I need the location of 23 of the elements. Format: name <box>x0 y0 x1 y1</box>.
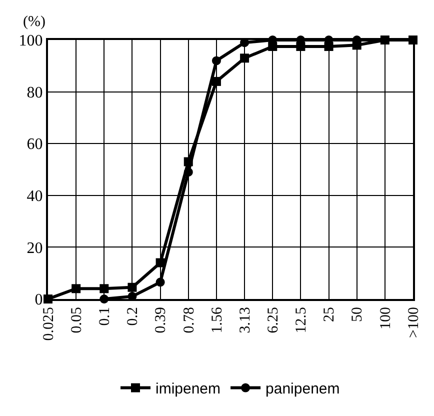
y-tick-label: 80 <box>26 84 43 102</box>
y-tick-label: 0 <box>34 292 43 309</box>
x-tick-label: 100 <box>378 307 394 330</box>
x-tick-label: 0.39 <box>153 307 170 334</box>
x-tick-label: 1.56 <box>209 306 226 334</box>
x-tick-label: 6.25 <box>265 307 282 334</box>
x-tick-label: 25 <box>322 307 338 322</box>
y-tick-label: 100 <box>18 32 43 50</box>
x-tick-label: 0.2 <box>125 307 142 326</box>
legend-label: panipenem <box>266 380 340 398</box>
y-tick-label: 20 <box>26 240 43 257</box>
y-axis-title: (%) <box>23 14 46 30</box>
x-tick-label: 0.78 <box>181 307 198 334</box>
x-tick-label: 0.05 <box>68 307 85 334</box>
x-tick-label: 3.13 <box>237 307 254 334</box>
x-tick-label: 50 <box>350 307 366 322</box>
x-tick-label: 12.5 <box>294 307 310 334</box>
x-tick-label: 0.1 <box>97 307 114 326</box>
y-tick-label: 40 <box>26 188 43 205</box>
x-tick-label: 0.025 <box>40 307 57 341</box>
x-tick-label: >100 <box>406 307 422 338</box>
y-tick-label: 60 <box>26 136 43 154</box>
legend-label: imipenem <box>156 380 221 398</box>
